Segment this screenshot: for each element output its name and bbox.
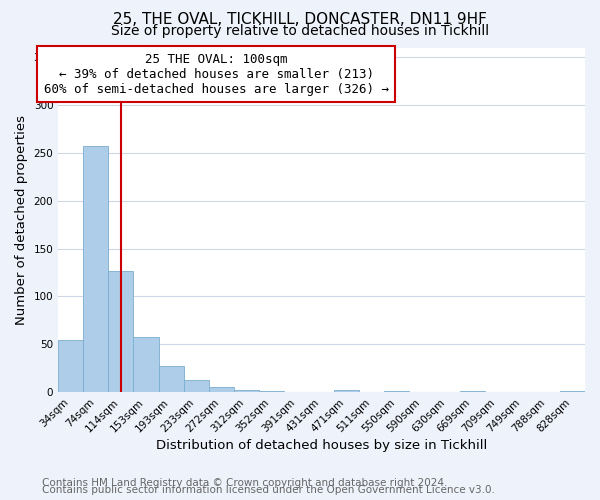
Bar [209,388,234,392]
Text: Contains public sector information licensed under the Open Government Licence v3: Contains public sector information licen… [42,485,495,495]
Text: 25 THE OVAL: 100sqm
← 39% of detached houses are smaller (213)
60% of semi-detac: 25 THE OVAL: 100sqm ← 39% of detached ho… [44,52,389,96]
Bar [334,390,359,392]
Text: Contains HM Land Registry data © Crown copyright and database right 2024.: Contains HM Land Registry data © Crown c… [42,478,448,488]
Y-axis label: Number of detached properties: Number of detached properties [15,115,28,325]
Bar [109,270,133,392]
Bar [133,336,158,392]
Text: 25, THE OVAL, TICKHILL, DONCASTER, DN11 9HF: 25, THE OVAL, TICKHILL, DONCASTER, DN11 … [113,12,487,28]
Bar [158,366,184,392]
Bar [83,146,109,392]
X-axis label: Distribution of detached houses by size in Tickhill: Distribution of detached houses by size … [156,440,487,452]
Bar [234,390,259,392]
Text: Size of property relative to detached houses in Tickhill: Size of property relative to detached ho… [111,24,489,38]
Bar [184,380,209,392]
Bar [58,340,83,392]
